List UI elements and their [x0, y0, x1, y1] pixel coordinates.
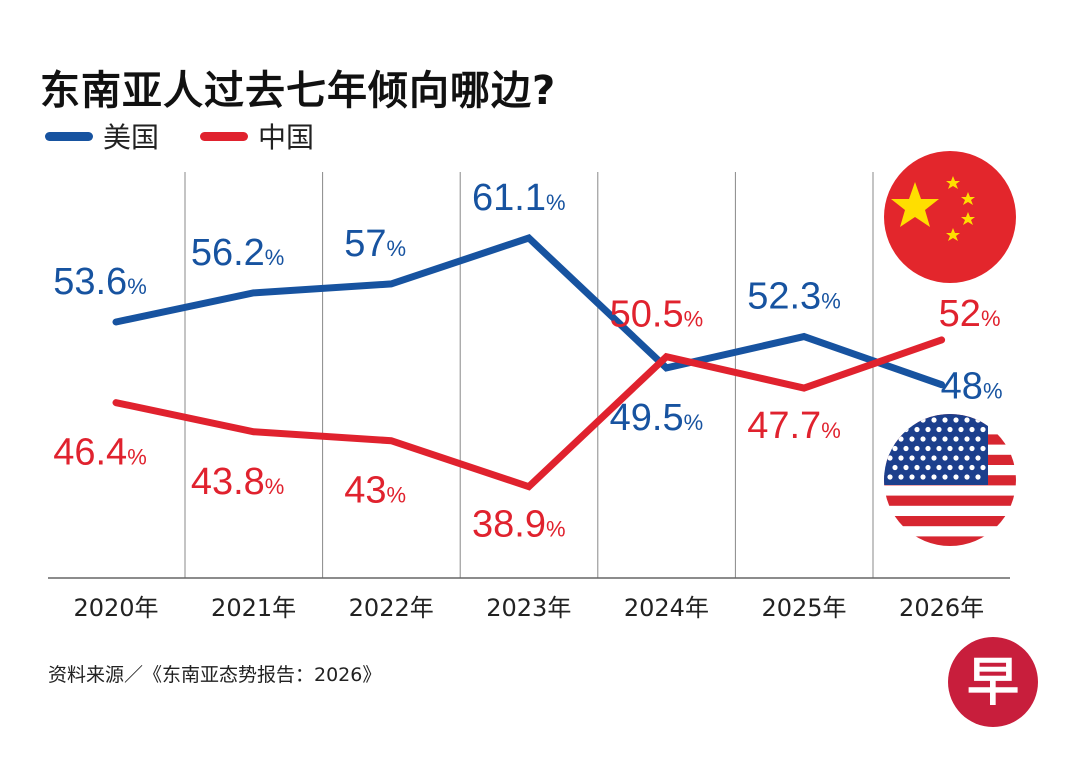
china-flag-icon: [884, 151, 1016, 283]
x-tick-label: 2024年: [624, 594, 709, 622]
data-label: 43%: [344, 470, 406, 512]
x-tick-label: 2025年: [761, 594, 846, 622]
chart-title: 东南亚人过去七年倾向哪边?: [40, 68, 557, 114]
x-tick-label: 2022年: [349, 594, 434, 622]
data-label: 57%: [344, 223, 406, 265]
series-line-us: [112, 234, 946, 389]
us-flag-icon: [884, 414, 1016, 546]
legend-item-us: 美国: [45, 116, 159, 156]
data-label: 52.3%: [747, 276, 841, 318]
legend-label-china: 中国: [258, 121, 315, 154]
data-label: 50.5%: [610, 294, 704, 336]
series-line-china: [112, 336, 946, 491]
data-label: 43.8%: [191, 461, 285, 503]
svg-text:早: 早: [967, 653, 1019, 713]
x-tick-label: 2020年: [73, 594, 158, 622]
data-label: 48%: [941, 366, 1003, 408]
legend-swatch-china: [200, 131, 248, 141]
data-label: 52%: [939, 293, 1001, 335]
data-label: 56.2%: [191, 232, 285, 274]
zaobao-logo: 早: [948, 637, 1038, 727]
data-label: 61.1%: [472, 177, 566, 219]
legend-label-us: 美国: [103, 121, 160, 154]
x-tick-label: 2021年: [211, 594, 296, 622]
data-label: 53.6%: [53, 261, 147, 303]
legend-item-china: 中国: [200, 116, 314, 156]
legend-swatch-us: [45, 131, 93, 141]
data-label: 49.5%: [610, 397, 704, 439]
data-label: 46.4%: [53, 432, 147, 474]
x-tick-label: 2023年: [486, 594, 571, 622]
x-tick-label: 2026年: [899, 594, 984, 622]
data-label: 47.7%: [747, 405, 841, 447]
data-label: 38.9%: [472, 504, 566, 546]
source-note: 资料来源／《东南亚态势报告：2026》: [48, 664, 382, 686]
